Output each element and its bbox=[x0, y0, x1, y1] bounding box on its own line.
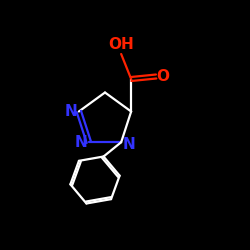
Text: O: O bbox=[156, 69, 169, 84]
Text: N: N bbox=[122, 137, 135, 152]
Text: OH: OH bbox=[108, 36, 134, 52]
Text: N: N bbox=[65, 104, 78, 119]
Text: N: N bbox=[75, 135, 88, 150]
